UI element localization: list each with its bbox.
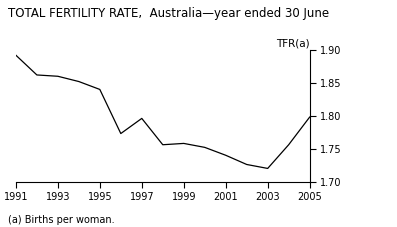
Text: (a) Births per woman.: (a) Births per woman. [8, 215, 115, 225]
Text: TFR(a): TFR(a) [276, 39, 310, 49]
Text: TOTAL FERTILITY RATE,  Australia—year ended 30 June: TOTAL FERTILITY RATE, Australia—year end… [8, 7, 329, 20]
